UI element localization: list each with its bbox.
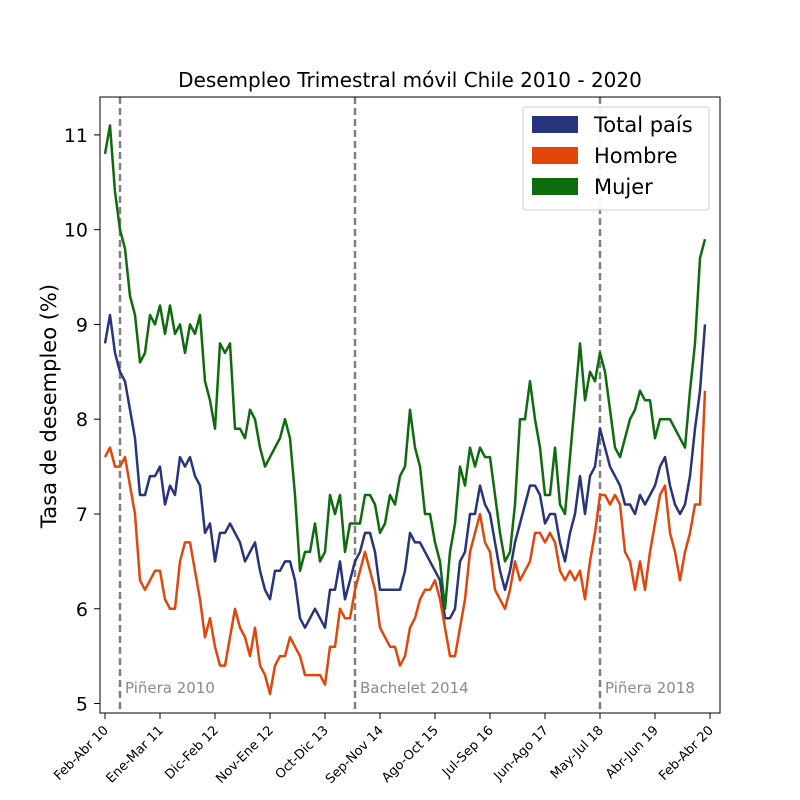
- chart-title: Desempleo Trimestral móvil Chile 2010 - …: [178, 68, 642, 92]
- y-tick-label: 7: [76, 504, 88, 526]
- x-tick-label: Jul-Sep 16: [439, 723, 497, 781]
- x-tick-label: Feb-Abr 10: [51, 723, 112, 784]
- x-tick-label: Oct-Dic 13: [273, 723, 332, 782]
- y-tick-label: 11: [64, 125, 88, 147]
- y-tick-label: 9: [76, 314, 88, 336]
- x-tick-label: Ene-Mar 11: [104, 723, 167, 786]
- series-line-1: [103, 390, 707, 696]
- y-tick-label: 10: [64, 220, 88, 242]
- period-label: Bachelet 2014: [360, 679, 469, 697]
- x-tick-label: Abr-Jun 19: [603, 723, 662, 782]
- y-axis-label: Tasa de desempleo (%): [37, 284, 61, 529]
- x-tick-label: Nov-Ene 12: [213, 723, 277, 787]
- x-tick-label: Feb-Abr 20: [656, 723, 717, 784]
- x-tick-label: May-Jul 18: [548, 723, 607, 782]
- legend-label-0: Total país: [593, 113, 693, 137]
- series-line-2: [103, 124, 707, 611]
- y-tick-label: 5: [76, 694, 88, 716]
- x-tick-label: Dic-Feb 12: [162, 723, 222, 783]
- x-tick-label: Ago-Oct 15: [379, 723, 442, 786]
- series-line-0: [103, 313, 707, 629]
- legend-swatch-1: [532, 147, 578, 164]
- legend: Total país Hombre Mujer: [522, 106, 710, 211]
- period-label: Piñera 2010: [125, 679, 215, 697]
- period-label: Piñera 2018: [605, 679, 695, 697]
- x-tick-label: Sep-Nov 14: [323, 723, 387, 787]
- legend-swatch-2: [532, 178, 578, 195]
- plot-frame: [99, 96, 721, 714]
- legend-swatch-0: [532, 116, 578, 133]
- legend-label-1: Hombre: [594, 144, 678, 168]
- y-tick-label: 8: [76, 409, 88, 431]
- y-tick-label: 6: [76, 599, 88, 621]
- x-tick-label: Jun-Ago 17: [491, 723, 552, 784]
- legend-label-2: Mujer: [594, 175, 653, 199]
